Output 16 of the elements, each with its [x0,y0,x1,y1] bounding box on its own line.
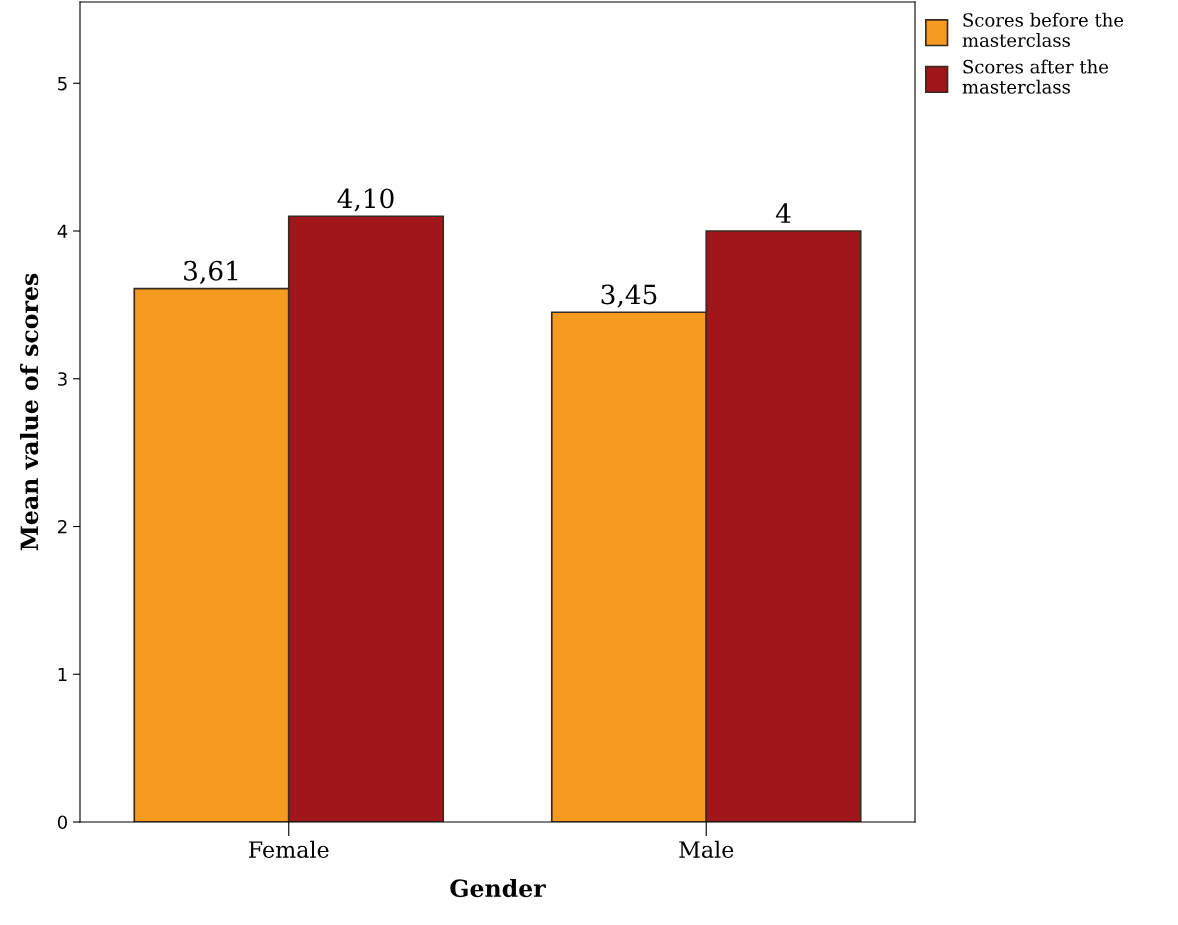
x-tick-label: Female [249,840,329,858]
data-label: 3,45 [601,284,657,308]
y-tick-label: 3 [58,372,67,386]
y-tick-label: 4 [57,224,68,238]
y-tick-label: 2 [58,519,67,534]
data-label: 4 [775,203,791,223]
x-tick-label: Male [679,840,734,858]
data-label: 3,61 [184,260,238,284]
legend-label: Scores after the masterclass [962,59,1109,94]
data-label: 4,10 [337,188,394,212]
legend-label: Scores before the masterclass [962,12,1124,48]
y-tick-label: 0 [57,815,67,830]
y-axis-title: Mean value of scores [19,273,39,551]
y-tick-label: 1 [58,667,67,682]
x-axis-title: Gender [450,878,546,898]
y-tick-label: 5 [58,76,67,91]
